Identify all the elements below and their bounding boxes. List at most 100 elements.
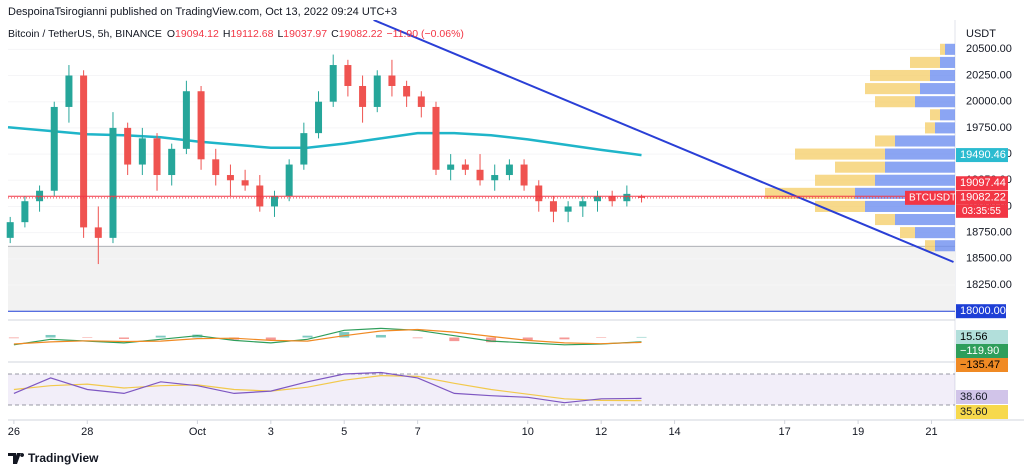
x-tick-label: 21 — [925, 426, 937, 438]
candle-body — [197, 91, 205, 160]
candle-body — [388, 75, 396, 86]
candle-body — [138, 138, 146, 165]
profile-down — [795, 148, 885, 160]
profile-down — [875, 213, 895, 226]
macd-histogram — [82, 337, 93, 338]
hline-label: 18000.00 — [960, 305, 1006, 317]
profile-up — [915, 96, 955, 108]
y-tick-label: 18500.00 — [966, 253, 1012, 265]
macd-histogram — [559, 337, 570, 340]
price-badge — [956, 176, 1008, 191]
rsi-badge — [956, 390, 1008, 404]
profile-down — [875, 96, 915, 108]
countdown-badge — [956, 204, 1008, 218]
candle-body — [212, 159, 220, 176]
legend-text: L — [277, 28, 283, 40]
price-badge — [956, 148, 1008, 163]
candle-body — [300, 133, 308, 165]
profile-down — [865, 83, 920, 95]
candle-body — [153, 138, 161, 176]
macd-histogram — [522, 337, 533, 341]
candle-body — [535, 185, 543, 202]
y-axis-unit: USDT — [966, 28, 996, 40]
macd-histogram — [45, 334, 56, 338]
legend-text: 19037.97 — [283, 28, 327, 40]
profile-up — [940, 56, 955, 68]
legend-text: Bitcoin / TetherUS, 5h, BINANCE — [8, 28, 162, 40]
profile-down — [925, 240, 935, 252]
macd-badge-label: 15.56 — [960, 331, 988, 343]
candle-body — [50, 106, 58, 191]
x-tick-label: 17 — [779, 426, 791, 438]
y-tick-label: 19750.00 — [966, 122, 1012, 134]
profile-up — [885, 161, 955, 173]
profile-down — [765, 187, 855, 199]
profile-down — [835, 161, 885, 173]
trendline — [373, 20, 954, 263]
macd-histogram — [339, 332, 350, 338]
rsi-ma-line — [13, 374, 642, 402]
price-badge — [956, 190, 1008, 205]
x-tick-label: 7 — [415, 426, 421, 438]
profile-down — [900, 227, 915, 239]
countdown-label: 03:35:55 — [962, 206, 1001, 217]
candle-body — [579, 201, 587, 207]
candle-body — [549, 201, 557, 212]
rsi-badge-label: 38.60 — [960, 391, 988, 403]
symbol-badge — [905, 190, 955, 205]
x-tick-label: 19 — [852, 426, 864, 438]
profile-up — [930, 69, 955, 82]
candle-body — [373, 75, 381, 107]
macd-badge-label: −119.90 — [960, 345, 999, 357]
x-tick-label: 10 — [522, 426, 534, 438]
profile-down — [870, 69, 930, 82]
legend-text: 19082.22 — [339, 28, 383, 40]
legend-text: C — [331, 28, 339, 40]
profile-up — [865, 200, 955, 212]
candle-body — [476, 169, 484, 181]
candle-body — [461, 164, 469, 170]
candle-body — [241, 180, 249, 186]
logo-mark — [8, 453, 25, 464]
profile-up — [935, 122, 955, 134]
profile-up — [945, 43, 955, 55]
candle-body — [638, 196, 646, 198]
profile-up — [915, 227, 955, 239]
macd-badge — [956, 358, 1008, 372]
footer: TradingView — [28, 451, 99, 465]
symbol-badge-label: BTCUSDT — [909, 192, 956, 203]
y-tick-label: 20250.00 — [966, 69, 1012, 81]
rsi-badge-label: 35.60 — [960, 406, 988, 418]
candle-body — [80, 75, 88, 228]
x-tick-label: 5 — [341, 426, 347, 438]
candle-body — [94, 227, 102, 238]
macd-badge — [956, 330, 1008, 344]
profile-up — [875, 174, 955, 186]
range-box — [8, 246, 955, 312]
candle-body — [65, 75, 73, 107]
profile-up — [895, 135, 955, 147]
macd-histogram — [265, 337, 276, 341]
price-badge-label: 19082.22 — [960, 192, 1006, 204]
rsi-badge — [956, 405, 1008, 419]
rsi-band — [8, 374, 955, 406]
moving-average — [7, 126, 642, 157]
candle-body — [315, 101, 323, 134]
x-tick-label: 14 — [668, 426, 680, 438]
hline-badge — [956, 304, 1006, 319]
profile-up — [920, 83, 955, 95]
legend-text: H — [223, 28, 231, 40]
candle-body — [270, 195, 278, 207]
macd-histogram — [449, 337, 460, 342]
candle-body — [491, 175, 499, 181]
rsi-line — [13, 371, 642, 404]
profile-up — [940, 109, 955, 121]
legend-text: 19112.68 — [230, 28, 273, 40]
candle-body — [505, 164, 513, 176]
candle-body — [344, 65, 352, 86]
profile-down — [910, 56, 940, 68]
candle-body — [109, 127, 117, 238]
candle-body — [564, 206, 572, 212]
candle-body — [285, 164, 293, 196]
